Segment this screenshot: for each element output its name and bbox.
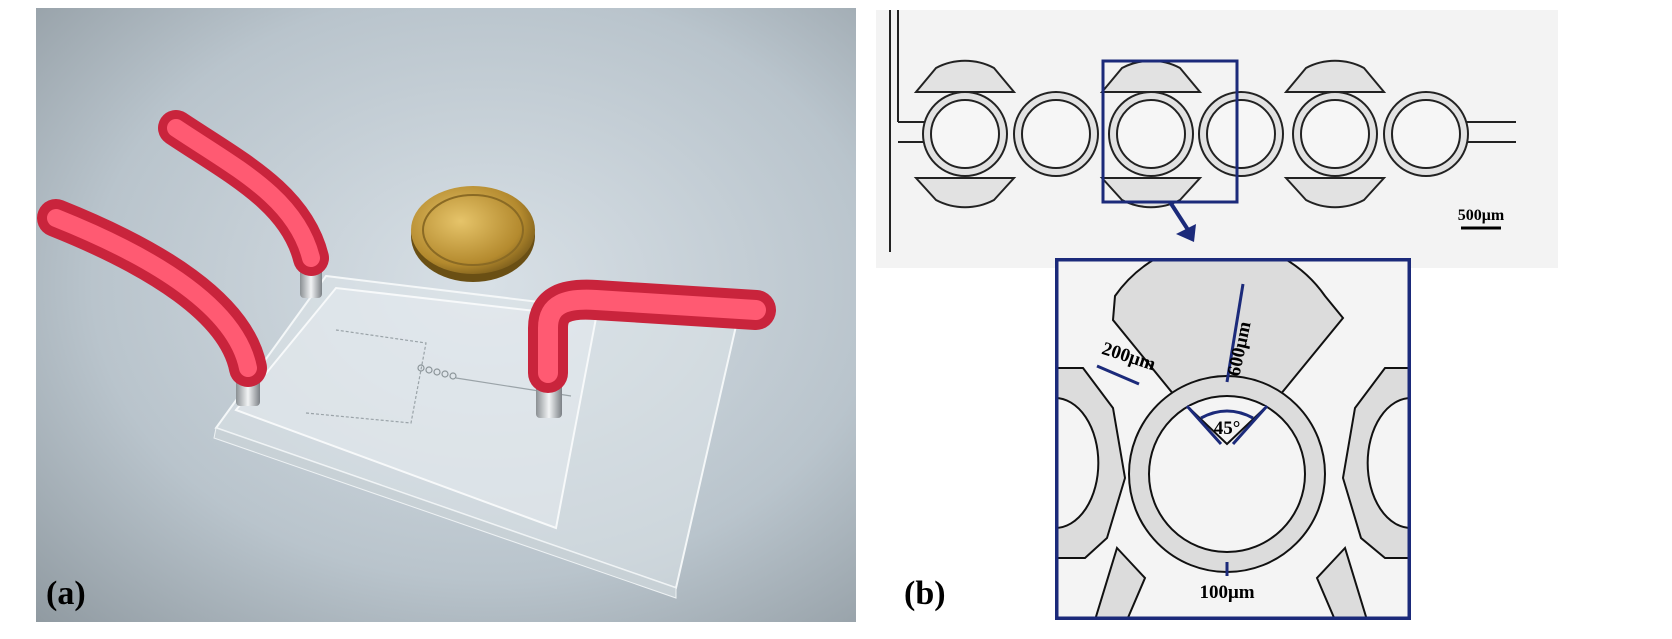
micrograph-overview: 500μm bbox=[876, 10, 1558, 268]
chip-photo-drawing bbox=[36, 8, 856, 622]
coin bbox=[411, 186, 535, 282]
chamber-dots bbox=[417, 364, 457, 380]
dimension-angle: 45° bbox=[1214, 418, 1241, 439]
micrograph-overview-drawing: 500μm bbox=[876, 10, 1558, 268]
detail-frame bbox=[1054, 257, 1412, 621]
micrograph-detail: 200μm 600μm 45° 100μm bbox=[1054, 240, 1412, 621]
chamber-array bbox=[913, 59, 1469, 209]
panel-a-label: (a) bbox=[46, 575, 86, 612]
dimension-100um: 100μm bbox=[1199, 582, 1254, 603]
chip-photo: (a) bbox=[36, 8, 856, 622]
tubing bbox=[37, 110, 776, 393]
micrograph-detail-drawing: 200μm 600μm 45° 100μm bbox=[1054, 240, 1412, 621]
scale-bar-label: 500μm bbox=[1458, 207, 1505, 224]
panel-b-label: (b) bbox=[904, 575, 946, 612]
zoom-arrow bbox=[1168, 200, 1196, 242]
glass-chip bbox=[213, 274, 738, 599]
dimension-lines bbox=[1096, 283, 1269, 576]
